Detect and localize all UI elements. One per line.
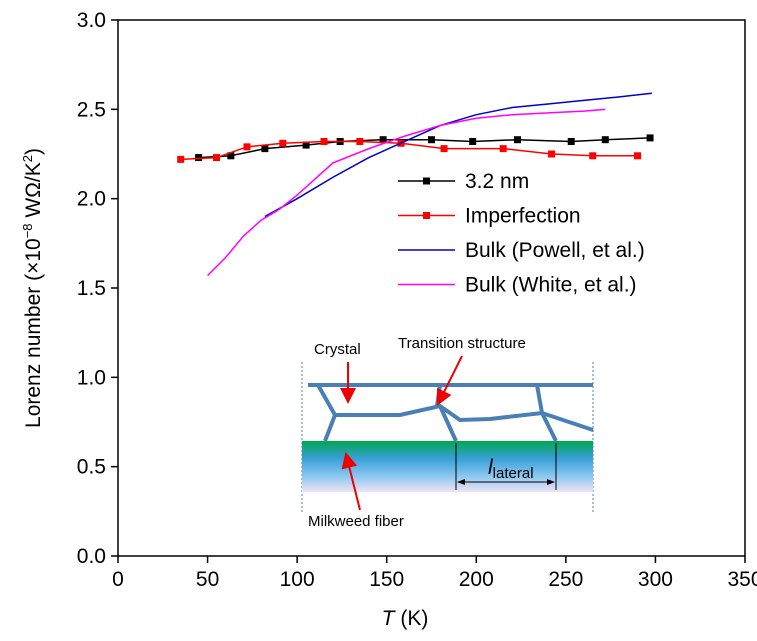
legend-marker bbox=[423, 212, 430, 219]
annotation: Milkweed fiber bbox=[308, 513, 404, 530]
data-point bbox=[213, 154, 220, 161]
data-point bbox=[548, 151, 555, 158]
x-tick-label: 100 bbox=[280, 568, 315, 591]
data-point bbox=[602, 136, 609, 143]
x-tick-label: 0 bbox=[112, 568, 124, 591]
x-axis-label: T (K) bbox=[382, 607, 429, 630]
data-point bbox=[568, 138, 575, 145]
data-point bbox=[243, 143, 250, 150]
data-point bbox=[647, 134, 654, 141]
data-point bbox=[634, 152, 641, 159]
data-point bbox=[356, 138, 363, 145]
legend-label: Bulk (White, et al.) bbox=[465, 274, 637, 297]
y-tick-label: 1.0 bbox=[77, 366, 106, 389]
data-point bbox=[469, 138, 476, 145]
x-tick-label: 250 bbox=[548, 568, 583, 591]
data-point bbox=[279, 140, 286, 147]
chart: Crystal Transition structure Milkweed fi… bbox=[0, 0, 757, 636]
data-point bbox=[428, 136, 435, 143]
x-tick-label: 300 bbox=[638, 568, 673, 591]
data-point bbox=[514, 136, 521, 143]
data-point bbox=[589, 152, 596, 159]
x-tick-label: 50 bbox=[196, 568, 219, 591]
data-point bbox=[261, 145, 268, 152]
data-point bbox=[500, 145, 507, 152]
legend-label: Imperfection bbox=[465, 205, 581, 228]
annotation: Transition structure bbox=[398, 335, 526, 352]
data-point bbox=[177, 156, 184, 163]
y-axis-label: Lorenz number (×10−8 WΩ/K2) bbox=[20, 148, 45, 428]
y-tick-label: 3.0 bbox=[77, 9, 106, 32]
x-tick-label: 150 bbox=[369, 568, 404, 591]
y-tick-label: 1.5 bbox=[77, 277, 106, 300]
y-tick-label: 0.5 bbox=[77, 456, 106, 479]
y-tick-label: 2.5 bbox=[77, 98, 106, 121]
y-tick-label: 0.0 bbox=[77, 545, 106, 568]
annotation: Crystal bbox=[314, 341, 361, 358]
legend-label: Bulk (Powell, et al.) bbox=[465, 239, 645, 262]
x-tick-label: 350 bbox=[727, 568, 757, 591]
data-point bbox=[195, 154, 202, 161]
data-point bbox=[321, 138, 328, 145]
legend-label: 3.2 nm bbox=[465, 170, 529, 193]
inset: Crystal Transition structure Milkweed fi… bbox=[302, 335, 593, 530]
x-tick-label: 200 bbox=[459, 568, 494, 591]
y-tick-label: 2.0 bbox=[77, 188, 106, 211]
data-point bbox=[441, 145, 448, 152]
legend-marker bbox=[423, 178, 430, 185]
